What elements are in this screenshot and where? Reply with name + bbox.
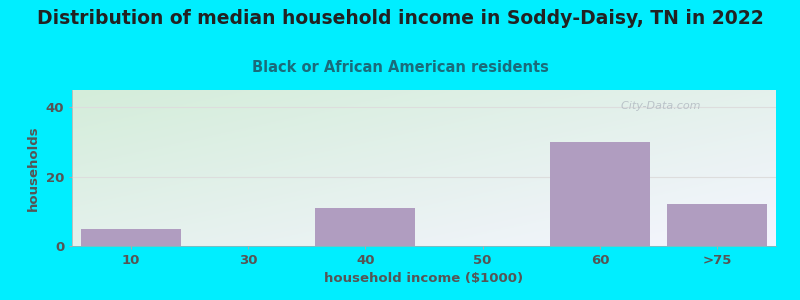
Text: Black or African American residents: Black or African American residents (251, 60, 549, 75)
Bar (667, 204, 767, 246)
Text: Distribution of median household income in Soddy-Daisy, TN in 2022: Distribution of median household income … (37, 9, 763, 28)
Text: City-Data.com: City-Data.com (614, 101, 701, 111)
Y-axis label: households: households (27, 125, 40, 211)
Bar (81, 229, 181, 246)
X-axis label: household income ($1000): household income ($1000) (325, 272, 523, 285)
Bar (315, 208, 415, 246)
Bar (550, 142, 650, 246)
